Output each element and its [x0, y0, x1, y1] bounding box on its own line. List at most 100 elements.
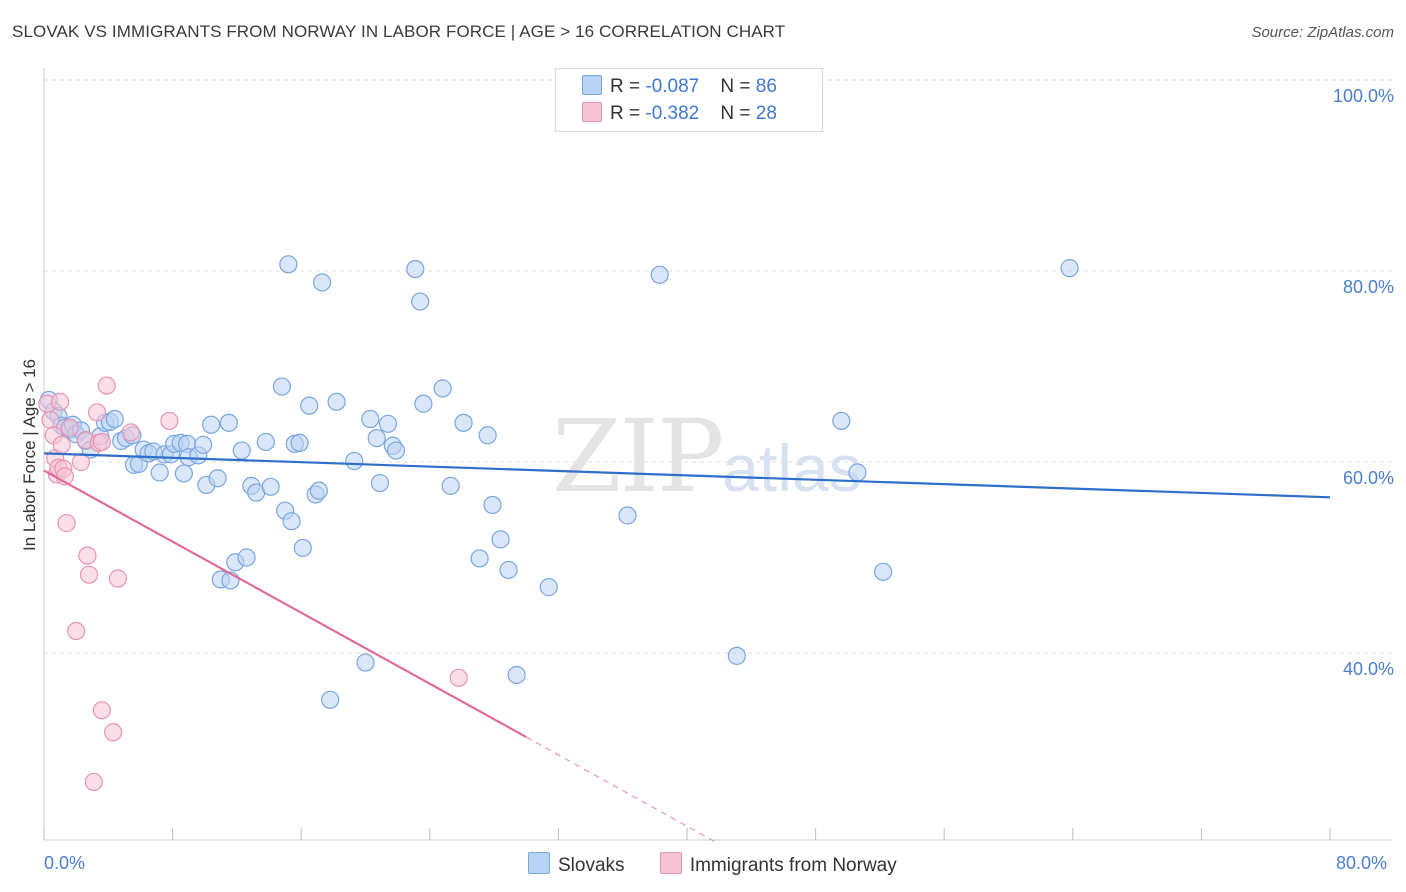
slovak-point — [202, 415, 221, 434]
norway-point — [121, 423, 140, 442]
slovak-point — [483, 495, 502, 515]
norway-trend-line — [43, 469, 527, 739]
norway-point — [108, 569, 128, 588]
correlation-legend: R = -0.087 N = 86 R = -0.382 N = 28 — [555, 68, 823, 132]
slovak-point — [208, 469, 227, 488]
norway-point — [50, 392, 70, 411]
slovak-point — [290, 433, 309, 452]
slovak-point — [309, 481, 328, 500]
watermark: ZIPatlas — [552, 398, 862, 515]
norway-point — [67, 621, 86, 641]
slovak-point — [272, 377, 292, 396]
norway-point — [92, 701, 111, 720]
slovak-point — [1060, 259, 1079, 278]
slovak-point — [232, 441, 251, 460]
legend-n-value-norway: 28 — [755, 103, 777, 124]
slovak-point — [539, 578, 558, 597]
legend-n-label: N = — [720, 103, 756, 124]
slovak-swatch — [582, 75, 602, 95]
slovak-point — [361, 409, 380, 429]
norway-point — [78, 546, 97, 565]
y-tick-label-40: 40.0% — [1342, 659, 1394, 679]
legend-n-label: N = — [720, 76, 756, 97]
legend-r-label: R = — [610, 103, 646, 124]
slovak-point — [411, 292, 430, 311]
x-tick-label-min: 0.0% — [44, 853, 86, 873]
slovak-point — [293, 538, 312, 558]
slovak-point — [491, 530, 510, 549]
watermark-zip: ZIP — [552, 398, 724, 515]
norway-point — [84, 772, 103, 792]
slovak-point — [194, 435, 213, 454]
slovak-point — [345, 451, 364, 471]
slovak-point — [261, 477, 280, 496]
slovak-point — [499, 560, 518, 580]
legend-label-slovaks: Slovaks — [558, 855, 625, 876]
slovak-point — [470, 549, 489, 568]
slovak-point — [219, 413, 238, 432]
legend-n-value-slovaks: 86 — [755, 76, 777, 97]
slovak-point — [105, 409, 124, 429]
norway-point — [41, 410, 60, 430]
norway-swatch — [582, 102, 602, 122]
slovak-point — [367, 429, 386, 448]
norway-point — [60, 418, 79, 437]
y-tick-label-80: 80.0% — [1342, 277, 1394, 297]
slovak-point — [356, 653, 375, 672]
slovak-point — [433, 379, 452, 398]
slovak-point — [441, 476, 460, 495]
norway-point — [104, 723, 123, 742]
slovak-point — [312, 273, 332, 292]
norway-point — [71, 452, 91, 472]
legend-label-norway: Immigrants from Norway — [689, 855, 897, 876]
slovak-point — [454, 413, 473, 432]
legend-row-norway: R = -0.382 N = 28 — [582, 102, 777, 126]
norway-point — [57, 514, 76, 533]
slovak-point — [279, 255, 298, 274]
slovak-point — [478, 426, 497, 445]
norway-point — [160, 411, 179, 431]
norway-point — [52, 435, 71, 454]
slovak-trend-line — [43, 452, 1331, 499]
y-tick-label-100: 100.0% — [1332, 86, 1394, 106]
y-tick-label-60: 60.0% — [1342, 468, 1394, 488]
slovak-point — [406, 259, 425, 279]
legend-r-value-slovaks: -0.087 — [645, 76, 700, 97]
norway-point — [449, 668, 468, 687]
slovak-point — [321, 690, 340, 709]
slovak-point — [832, 411, 851, 431]
source-credit: Source: ZipAtlas.com — [1251, 24, 1394, 41]
slovak-point — [237, 548, 256, 567]
slovak-point — [507, 665, 526, 685]
series-legend: Slovaks Immigrants from Norway — [528, 852, 927, 877]
slovak-point — [874, 562, 893, 581]
legend-item-norway: Immigrants from Norway — [659, 852, 897, 877]
slovak-point — [300, 396, 319, 415]
slovak-point — [370, 473, 390, 493]
norway-trend-extension — [525, 736, 720, 845]
chart-title: SLOVAK VS IMMIGRANTS FROM NORWAY IN LABO… — [12, 22, 786, 41]
slovak-point — [386, 441, 406, 460]
norway-swatch — [659, 852, 682, 874]
norway-point — [92, 432, 111, 452]
slovak-point — [378, 414, 398, 433]
norway-point — [97, 376, 116, 395]
slovak-point — [727, 646, 746, 665]
x-tick-label-max: 80.0% — [1336, 853, 1388, 873]
legend-row-slovaks: R = -0.087 N = 86 — [582, 75, 777, 99]
slovak-point — [650, 265, 669, 284]
slovak-point — [256, 432, 275, 452]
norway-point — [87, 403, 107, 422]
slovak-point — [618, 506, 637, 525]
slovak-point — [848, 463, 867, 482]
norway-point — [79, 565, 99, 584]
legend-r-value-norway: -0.382 — [645, 103, 700, 124]
watermark-atlas: atlas — [722, 431, 862, 505]
slovak-point — [327, 392, 346, 411]
slovak-point — [414, 394, 433, 413]
slovak-point — [282, 512, 301, 531]
y-axis-label: In Labor Force | Age > 16 — [20, 358, 39, 552]
slovak-point — [150, 463, 169, 482]
slovak-point — [174, 464, 193, 483]
